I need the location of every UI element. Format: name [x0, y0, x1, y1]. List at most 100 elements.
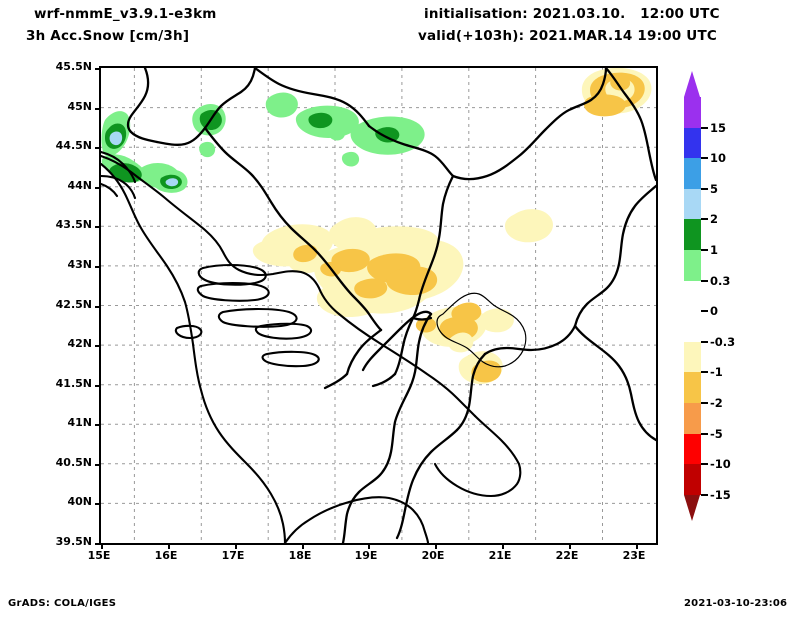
render-timestamp: 2021-03-10-23:06 [684, 598, 788, 609]
coastline [101, 150, 522, 543]
colorbar-label-1: 1 [710, 243, 719, 257]
colorbar-tick [701, 463, 708, 466]
colorbar-segment-neg0.3-0 [684, 311, 701, 342]
dalmatian-islands [174, 263, 320, 368]
y-axis-label-45N: 45N [67, 99, 92, 113]
colorbar-tick [701, 402, 708, 404]
y-axis-label-39.5N: 39.5N [55, 535, 92, 548]
x-tick [101, 543, 103, 549]
x-axis-label-22E: 22E [555, 549, 579, 562]
colorbar-legend: 15 10 5 2 1 0.3 0 -0.3 -1 -2 -5 -10 -15 [684, 71, 735, 521]
y-axis-label-43.5N: 43.5N [55, 218, 92, 232]
colorbar-segment-neg1-neg0.3 [684, 341, 701, 373]
colorbar-label-neg10: -10 [710, 457, 731, 472]
colorbar-tick [701, 279, 708, 282]
y-tick [95, 384, 101, 387]
field-title: 3h Acc.Snow [cm/3h] [26, 28, 190, 44]
y-tick [95, 424, 101, 427]
y-tick [95, 345, 101, 348]
colorbar-label-15: 15 [710, 120, 727, 135]
y-axis-label-42N: 42N [67, 337, 92, 351]
colorbar-label-0: 0 [710, 304, 719, 319]
colorbar-label-5: 5 [710, 181, 719, 196]
colorbar-extend-top-arrow [684, 71, 700, 97]
colorbar-segment-0-0.3 [684, 280, 701, 312]
colorbar-label-2: 2 [710, 212, 719, 227]
x-axis-label-16E: 16E [154, 549, 178, 562]
grads-credit: GrADS: COLA/IGES [8, 598, 117, 609]
colorbar-tick [701, 432, 708, 435]
x-tick [368, 543, 371, 549]
colorbar-label-0.3: 0.3 [710, 273, 731, 288]
y-axis-label-40.5N: 40.5N [55, 455, 92, 469]
colorbar-segment-neg15-neg10 [684, 464, 701, 495]
colorbar-segment-2-5 [684, 188, 701, 220]
national-borders [126, 68, 656, 543]
colorbar-tick [701, 494, 708, 496]
colorbar-tick [701, 218, 708, 221]
x-axis-label-23E: 23E [622, 549, 646, 562]
y-tick [95, 147, 101, 150]
colorbar-label-10: 10 [710, 151, 727, 166]
colorbar-tick [701, 126, 708, 129]
map-plot-area [95, 66, 658, 549]
y-tick [95, 186, 101, 189]
valid-time: valid(+103h): 2021.MAR.14 19:00 UTC [418, 28, 717, 44]
y-tick [95, 107, 101, 110]
colorbar-label-neg5: -5 [710, 426, 723, 441]
colorbar-extend-bottom-arrow [684, 495, 700, 521]
x-tick [301, 543, 304, 549]
x-axis-label-18E: 18E [288, 549, 312, 562]
colorbar-segment-10-15 [684, 127, 701, 159]
y-tick [95, 463, 101, 466]
x-axis-label-20E: 20E [421, 549, 445, 562]
colorbar-label-neg0.3: -0.3 [710, 334, 736, 349]
colorbar-segment-neg5-neg2 [684, 403, 701, 434]
y-axis-label-44.5N: 44.5N [55, 139, 92, 153]
x-axis-label-15E: 15E [87, 549, 111, 562]
model-title: wrf-nmmE_v3.9.1-e3km [34, 6, 217, 22]
kosovo-boundary [436, 292, 527, 368]
gridlines [101, 68, 656, 543]
colorbar-tick [701, 340, 708, 343]
x-tick [502, 543, 505, 549]
x-tick [167, 543, 170, 549]
map-canvas [101, 68, 656, 543]
y-axis-label-43N: 43N [67, 257, 92, 271]
x-tick [234, 543, 237, 549]
y-tick [95, 265, 101, 268]
y-axis-label-42.5N: 42.5N [55, 297, 92, 311]
y-axis-label-41.5N: 41.5N [55, 376, 92, 390]
x-tick [569, 543, 571, 549]
colorbar-label-neg2: -2 [710, 396, 723, 410]
colorbar-tick [701, 187, 708, 190]
map-svg [101, 68, 656, 543]
colorbar-segment-above-15 [684, 97, 701, 128]
colorbar-segment-neg2-neg1 [684, 372, 701, 403]
y-axis-label-45.5N: 45.5N [55, 60, 92, 73]
x-axis-label-17E: 17E [221, 549, 245, 562]
y-tick [95, 543, 101, 545]
y-tick [95, 68, 101, 70]
y-axis-label-40N: 40N [67, 495, 92, 509]
x-axis-label-21E: 21E [488, 549, 512, 562]
colorbar-segment-1-2 [684, 219, 701, 250]
colorbar-tick [701, 157, 708, 160]
x-tick [635, 543, 638, 549]
colorbar-segment-5-10 [684, 158, 701, 189]
x-tick [435, 543, 438, 549]
x-axis-label-19E: 19E [354, 549, 378, 562]
colorbar-tick [701, 310, 708, 313]
colorbar-label-neg1: -1 [710, 365, 723, 380]
y-tick [95, 226, 101, 229]
initialisation-time: initialisation: 2021.03.10. 12:00 UTC [424, 6, 720, 22]
colorbar-segment-0.3-1 [684, 250, 701, 281]
colorbar-label-neg15: -15 [710, 488, 731, 502]
y-axis-label-41N: 41N [67, 416, 92, 430]
y-axis-label-44N: 44N [67, 178, 92, 192]
y-tick [95, 503, 101, 506]
colorbar-segment-neg10-neg5 [684, 433, 701, 465]
y-tick [95, 305, 101, 308]
colorbar-tick [701, 249, 708, 251]
colorbar-tick [701, 371, 708, 374]
